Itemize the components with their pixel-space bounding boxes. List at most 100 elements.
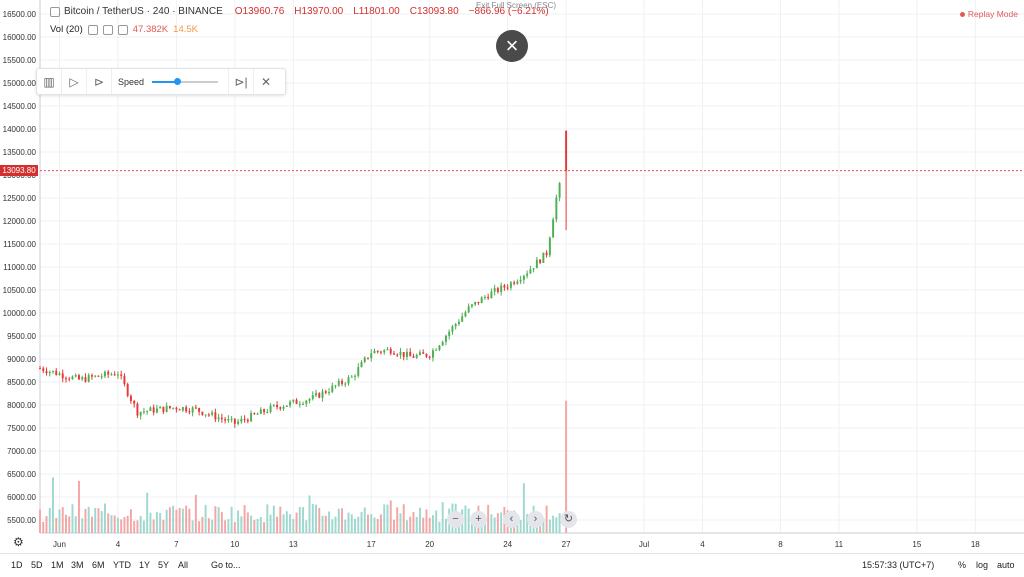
change-value: −866.96 (−6.21%) bbox=[468, 6, 549, 17]
price-chart[interactable]: 5500.00 6000.00 6500.00 7000.00 7500.00 8000.… bbox=[0, 0, 1024, 553]
volume-bar bbox=[90, 516, 93, 533]
settings-small-icon[interactable] bbox=[102, 24, 113, 35]
y-tick-label: 6500.00 bbox=[7, 470, 36, 479]
speed-slider-knob[interactable] bbox=[174, 77, 182, 85]
candle-body bbox=[409, 351, 412, 357]
goto-button[interactable]: Go to... bbox=[211, 560, 241, 570]
play-icon[interactable]: ▷ bbox=[62, 69, 87, 94]
range-all[interactable]: All bbox=[178, 560, 189, 570]
volume-bar bbox=[431, 515, 434, 533]
candle-body bbox=[389, 348, 392, 354]
volume-bar bbox=[113, 515, 116, 533]
select-bar-icon[interactable]: ▥ bbox=[37, 69, 62, 94]
clock-time[interactable]: 15:57:33 (UTC+7) bbox=[862, 560, 935, 570]
volume-bar bbox=[467, 508, 470, 533]
collapse-legend-icon[interactable] bbox=[50, 6, 60, 17]
symbol-legend: Bitcoin / TetherUS · 240 · BINANCE O1396… bbox=[50, 6, 549, 17]
replay-mode-indicator[interactable]: Replay Mode bbox=[959, 9, 1018, 19]
candle-body bbox=[259, 409, 262, 414]
candle-body bbox=[269, 405, 272, 412]
volume-bar bbox=[311, 503, 314, 533]
volume-bar bbox=[555, 517, 558, 533]
range-5y[interactable]: 5Y bbox=[158, 560, 170, 570]
candle-body bbox=[181, 407, 184, 411]
speed-slider[interactable] bbox=[152, 77, 219, 85]
candle-body bbox=[399, 351, 402, 356]
volume-bar bbox=[464, 505, 467, 533]
close-replay-icon[interactable]: × bbox=[496, 30, 528, 62]
log-toggle[interactable]: log bbox=[976, 560, 989, 570]
candle-body bbox=[357, 367, 360, 376]
candle-body bbox=[380, 351, 382, 353]
y-tick-label: 9000.00 bbox=[7, 355, 36, 364]
y-tick-label: 12500.00 bbox=[3, 194, 37, 203]
y-tick-label: 7500.00 bbox=[7, 424, 36, 433]
exit-fullscreen-label[interactable]: Exit Full Screen (ESC) bbox=[476, 1, 557, 10]
candle-body bbox=[39, 368, 41, 370]
reset-chart-button[interactable]: ↻ bbox=[560, 511, 577, 528]
candle-body bbox=[474, 301, 477, 305]
gear-icon[interactable]: ⚙ bbox=[13, 535, 24, 549]
candle-body bbox=[386, 348, 389, 351]
scroll-left-button[interactable]: ‹ bbox=[503, 511, 520, 528]
volume-bar bbox=[318, 507, 321, 533]
volume-bar bbox=[126, 515, 129, 533]
range-ytd[interactable]: YTD bbox=[113, 560, 131, 570]
volume-label[interactable]: Vol (20) bbox=[50, 24, 83, 35]
candle-body bbox=[519, 279, 522, 282]
range-1m[interactable]: 1M bbox=[51, 560, 64, 570]
volume-bar bbox=[133, 520, 136, 533]
eye-icon[interactable] bbox=[87, 24, 98, 35]
candle-body bbox=[142, 411, 145, 413]
candle-body bbox=[298, 403, 301, 405]
range-5d[interactable]: 5D bbox=[31, 560, 43, 570]
candle-body bbox=[503, 285, 506, 288]
range-1d[interactable]: 1D bbox=[11, 560, 23, 570]
range-6m[interactable]: 6M bbox=[92, 560, 105, 570]
volume-bar bbox=[295, 512, 298, 533]
volume-bar bbox=[422, 517, 425, 533]
volume-bar bbox=[542, 517, 545, 533]
zoom-out-button[interactable]: − bbox=[447, 511, 464, 528]
percent-toggle[interactable]: % bbox=[958, 560, 967, 570]
candle-body bbox=[65, 378, 67, 380]
candle-body bbox=[97, 375, 100, 377]
range-3m[interactable]: 3M bbox=[71, 560, 84, 570]
y-tick-label: 10500.00 bbox=[3, 286, 37, 295]
x-tick-label: Jul bbox=[639, 540, 649, 549]
volume-bar bbox=[276, 516, 279, 533]
close-toolbar-icon[interactable]: ✕ bbox=[261, 74, 272, 89]
zoom-in-button[interactable]: + bbox=[470, 511, 487, 528]
candle-body bbox=[45, 371, 48, 374]
jump-to-realtime-icon[interactable]: ⊳| bbox=[228, 69, 255, 94]
candle-body bbox=[305, 400, 308, 404]
volume-bar bbox=[233, 522, 236, 533]
candle-body bbox=[133, 400, 136, 404]
range-1y[interactable]: 1Y bbox=[139, 560, 151, 570]
remove-icon[interactable] bbox=[117, 24, 128, 35]
step-forward-icon[interactable]: ⊳ bbox=[87, 69, 112, 94]
candle-body bbox=[207, 414, 210, 416]
volume-bar bbox=[194, 494, 197, 533]
candle-body bbox=[58, 373, 61, 375]
x-tick-label: 17 bbox=[367, 540, 376, 549]
volume-bar bbox=[58, 509, 61, 533]
volume-bar bbox=[146, 492, 149, 533]
candle-body bbox=[246, 419, 249, 422]
candle-body bbox=[52, 370, 54, 372]
candle-body bbox=[94, 375, 97, 377]
candle-body bbox=[516, 281, 519, 284]
symbol-title[interactable]: Bitcoin / TetherUS · 240 · BINANCE bbox=[64, 6, 223, 17]
volume-bar bbox=[120, 519, 123, 533]
scroll-right-button[interactable]: › bbox=[527, 511, 544, 528]
volume-bar bbox=[425, 509, 428, 533]
volume-bar bbox=[207, 518, 210, 533]
candle-body bbox=[48, 371, 51, 374]
volume-bar bbox=[42, 521, 45, 533]
auto-toggle[interactable]: auto bbox=[997, 560, 1015, 570]
volume-bar bbox=[334, 516, 337, 533]
volume-bar bbox=[253, 519, 256, 533]
volume-bar bbox=[435, 510, 438, 533]
candle-body bbox=[185, 407, 188, 412]
volume-bar bbox=[172, 505, 175, 533]
